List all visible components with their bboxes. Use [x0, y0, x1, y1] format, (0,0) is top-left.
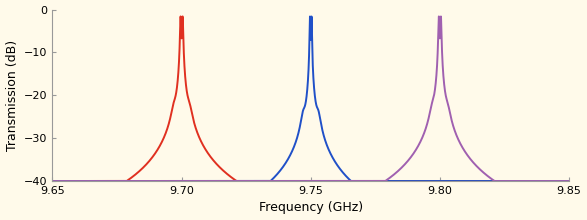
X-axis label: Frequency (GHz): Frequency (GHz) [259, 202, 363, 214]
Y-axis label: Transmission (dB): Transmission (dB) [5, 40, 19, 151]
